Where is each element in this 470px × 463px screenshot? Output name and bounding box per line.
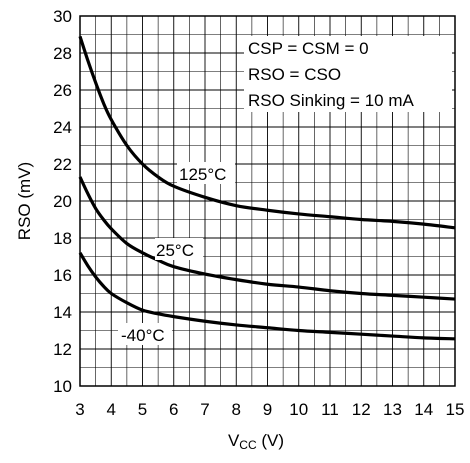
- y-tick-label: 28: [53, 44, 72, 63]
- x-axis-title-subscript: CC: [239, 438, 257, 452]
- y-tick-label: 12: [53, 340, 72, 359]
- series-line-2: [78, 251, 456, 341]
- x-tick-label: 9: [263, 400, 272, 419]
- label-minus40c: -40°C: [118, 323, 172, 345]
- x-tick-label: 7: [200, 400, 209, 419]
- annotation-line-3: RSO Sinking = 10 mA: [248, 91, 414, 110]
- x-tick-label: 3: [75, 400, 84, 419]
- series-label-125c: 125°C: [179, 165, 226, 184]
- annotation-box: [244, 36, 452, 112]
- annotation-line-2: RSO = CSO: [248, 65, 341, 84]
- series-label-minus40c: -40°C: [121, 326, 165, 345]
- y-tick-label: 22: [53, 155, 72, 174]
- series-label-25c: 25°C: [156, 241, 194, 260]
- y-axis-title: RSO (mV): [15, 162, 34, 240]
- x-tick-label: 12: [352, 400, 371, 419]
- y-tick-label: 24: [53, 118, 72, 137]
- y-tick-label: 30: [53, 7, 72, 26]
- plot-frame: [79, 15, 456, 387]
- x-tick-label: 15: [446, 400, 465, 419]
- x-axis-title-unit: (V): [257, 431, 284, 450]
- label-25c: 25°C: [155, 238, 203, 260]
- series-line-1: [78, 176, 456, 301]
- y-tick-label: 18: [53, 229, 72, 248]
- y-tick-label: 10: [53, 377, 72, 396]
- x-tick-label: 13: [383, 400, 402, 419]
- x-tick-label: 8: [232, 400, 241, 419]
- label-125c: 125°C: [177, 162, 235, 184]
- x-axis-title: VCC (V): [228, 431, 284, 452]
- tick-labels: 3 4 5 6 7 8 9 10 11 12 13 14 15 10 12 14 16 18 20 22 24 26 28 3…: [53, 7, 464, 419]
- x-tick-label: 10: [289, 400, 308, 419]
- x-axis-title-main: V: [228, 431, 240, 450]
- y-tick-label: 20: [53, 192, 72, 211]
- x-tick-label: 6: [169, 400, 178, 419]
- y-tick-label: 16: [53, 266, 72, 285]
- y-tick-label: 26: [53, 81, 72, 100]
- x-tick-label: 4: [107, 400, 116, 419]
- x-tick-label: 5: [138, 400, 147, 419]
- x-tick-label: 14: [414, 400, 433, 419]
- x-tick-label: 11: [321, 400, 339, 419]
- y-tick-label: 14: [53, 303, 72, 322]
- curves: [78, 35, 456, 341]
- annotation-line-1: CSP = CSM = 0: [248, 39, 369, 58]
- series-line-0: [78, 35, 456, 230]
